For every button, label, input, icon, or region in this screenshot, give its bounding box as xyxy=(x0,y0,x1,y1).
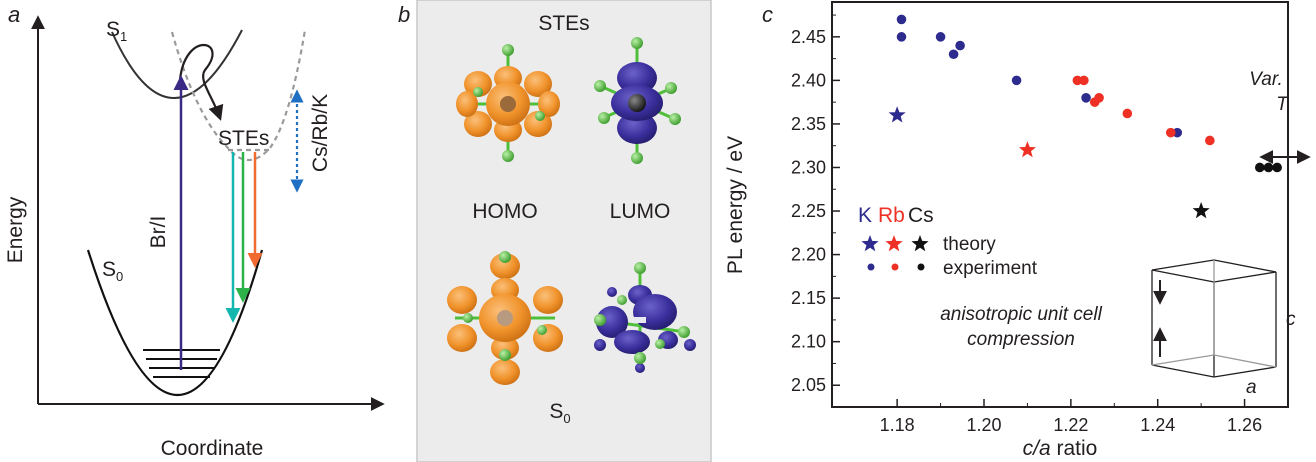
experiment-point-cs xyxy=(1254,162,1265,173)
experiment-point-rb xyxy=(1122,108,1133,119)
legend-dot-k xyxy=(867,263,875,271)
x-tick-label: 1.22 xyxy=(1053,415,1088,435)
var-t-label-line1: Var. xyxy=(1249,69,1282,90)
legend: K Rb Cs theory experiment xyxy=(858,204,1038,279)
ste-lumo-orbital xyxy=(594,37,681,164)
s0-state-label: S0 xyxy=(549,400,570,426)
coordinate-axis-label: Coordinate xyxy=(161,437,264,460)
experiment-point-rb xyxy=(1165,127,1176,138)
experiment-point-rb xyxy=(1205,135,1215,146)
y-tick-label: 2.45 xyxy=(791,27,826,47)
x-tick-label: 1.24 xyxy=(1140,415,1175,435)
y-tick-label: 2.30 xyxy=(791,157,826,177)
y-tick-label: 2.05 xyxy=(791,375,826,395)
y-tick-label: 2.35 xyxy=(791,114,826,134)
homo-label: HOMO xyxy=(472,200,537,223)
legend-experiment-label: experiment xyxy=(943,258,1038,279)
lumo-label: LUMO xyxy=(610,200,671,223)
s0-label: S0 xyxy=(102,258,123,284)
cube-label-c: c xyxy=(1286,309,1296,330)
x-tick-label: 1.20 xyxy=(966,415,1001,435)
legend-star-cs xyxy=(911,235,929,252)
x-ticks: 1.18 1.20 1.22 1.24 1.26 xyxy=(880,399,1262,435)
panel-b-background xyxy=(416,0,712,462)
theory-star-k xyxy=(888,106,906,123)
var-t-label-line2: T xyxy=(1276,94,1289,115)
panel-b-label: b xyxy=(398,2,410,27)
theory-star-rb xyxy=(1018,141,1036,158)
legend-rb: Rb xyxy=(878,204,905,227)
unit-cell-cube xyxy=(1151,259,1277,378)
experiment-point-cs xyxy=(1272,162,1282,173)
legend-cs: Cs xyxy=(908,204,934,227)
s1-label: S1 xyxy=(106,18,127,44)
x-tick-label: 1.18 xyxy=(880,415,915,435)
y-tick-label: 2.25 xyxy=(791,201,826,221)
panel-c-label: c xyxy=(762,2,773,27)
panel-b-title: STEs xyxy=(538,12,589,35)
legend-star-rb xyxy=(885,235,903,252)
x-axis-label: c/a ratio xyxy=(1023,437,1098,460)
y-tick-label: 2.40 xyxy=(791,70,826,90)
energy-axis-label: Energy xyxy=(4,196,27,263)
s1-curve xyxy=(111,29,243,99)
annotation-line2: compression xyxy=(967,329,1075,350)
cube-label-a: a xyxy=(1246,377,1257,398)
experiment-point-rb xyxy=(1079,75,1089,86)
experiment-point-k xyxy=(948,49,959,60)
experiment-point-rb xyxy=(1094,93,1104,103)
s0-homo-orbital xyxy=(447,251,563,385)
annotation-line1: anisotropic unit cell xyxy=(940,304,1102,325)
experiment-point-k xyxy=(1081,93,1091,103)
y-tick-label: 2.10 xyxy=(791,332,826,352)
y-tick-label: 2.15 xyxy=(791,288,826,308)
legend-theory-markers xyxy=(861,235,929,252)
panel-a: a Energy Coordinate S1 STEs S0 Br/I Cs/ xyxy=(4,2,385,460)
theory-star-cs xyxy=(1192,202,1210,219)
legend-dot-cs xyxy=(917,263,925,271)
legend-theory-label: theory xyxy=(943,234,996,255)
y-ticks: 2.05 2.10 2.15 2.20 2.25 2.30 2.35 2.40 2.45 xyxy=(791,14,840,395)
relaxation-arrow xyxy=(178,43,224,121)
csrbk-label: Cs/Rb/K xyxy=(309,94,332,172)
experiment-point-k xyxy=(935,32,946,42)
x-tick-label: 1.26 xyxy=(1227,415,1262,435)
legend-dot-rb xyxy=(891,263,899,271)
legend-star-k xyxy=(861,235,879,252)
ste-homo-orbital xyxy=(456,44,560,162)
y-tick-label: 2.20 xyxy=(791,245,826,265)
experiment-point-k xyxy=(896,14,907,25)
s0-lumo-orbital xyxy=(594,262,696,373)
panel-a-label: a xyxy=(8,2,20,27)
legend-k: K xyxy=(858,204,872,227)
experiment-point-k xyxy=(955,40,965,51)
panel-c: c 2.05 2.10 2.15 2.20 2.25 2.30 2.35 2.40 2.45 1… xyxy=(724,1,1311,460)
stes-label: STEs xyxy=(218,127,269,150)
panel-b: b STEs xyxy=(398,0,712,462)
experiment-point-k xyxy=(896,32,907,42)
y-axis-label: PL energy / eV xyxy=(724,136,747,274)
data-points xyxy=(888,14,1282,219)
bri-label: Br/I xyxy=(147,216,170,249)
experiment-point-cs xyxy=(1263,162,1274,173)
plot-frame xyxy=(831,1,1289,408)
experiment-point-k xyxy=(1011,75,1022,86)
